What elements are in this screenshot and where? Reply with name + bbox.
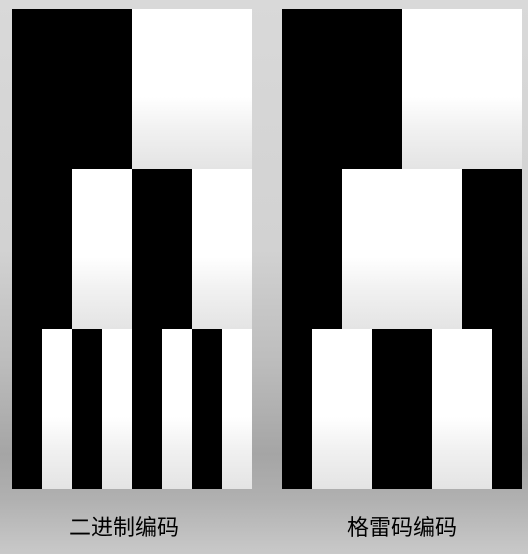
black-stripe: [492, 329, 522, 489]
black-stripe: [12, 329, 43, 489]
black-stripe: [72, 9, 133, 169]
black-stripe: [462, 169, 522, 329]
black-stripe: [192, 329, 223, 489]
white-stripe: [162, 329, 193, 489]
black-stripe: [402, 329, 433, 489]
white-stripe: [462, 9, 522, 169]
black-stripe: [282, 329, 313, 489]
black-stripe: [132, 329, 163, 489]
white-stripe: [192, 169, 252, 329]
white-stripe: [102, 329, 133, 489]
white-stripe: [402, 169, 463, 329]
black-stripe: [282, 169, 343, 329]
white-stripe: [402, 9, 463, 169]
black-stripe: [342, 9, 403, 169]
binary-code-pattern: [12, 9, 252, 489]
binary-code-caption: 二进制编码: [68, 516, 179, 541]
black-stripe: [12, 169, 73, 329]
white-stripe: [312, 329, 343, 489]
black-stripe: [132, 169, 193, 329]
white-stripe: [342, 329, 373, 489]
white-stripe: [132, 9, 193, 169]
white-stripe: [432, 329, 463, 489]
white-stripe: [192, 9, 252, 169]
gray-code-caption: 格雷码编码: [346, 516, 457, 541]
black-stripe: [282, 9, 343, 169]
white-stripe: [222, 329, 252, 489]
black-stripe: [12, 9, 73, 169]
white-stripe: [462, 329, 493, 489]
white-stripe: [72, 169, 133, 329]
gray-code-pattern: [282, 9, 522, 489]
black-stripe: [72, 329, 103, 489]
white-stripe: [342, 169, 403, 329]
white-stripe: [42, 329, 73, 489]
black-stripe: [372, 329, 403, 489]
